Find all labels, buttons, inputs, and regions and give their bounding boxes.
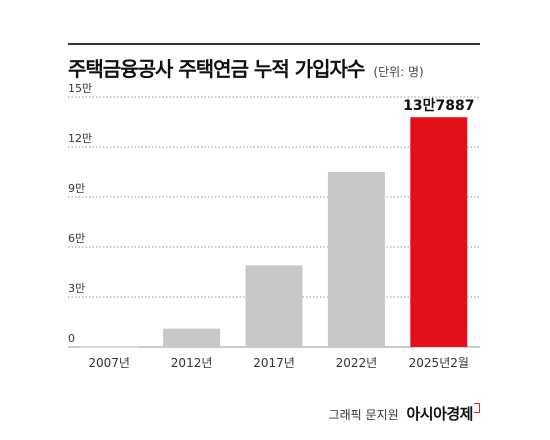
bar [245, 265, 303, 347]
x-tick-label: 2025년2월 [409, 356, 469, 370]
credit-line: 그래픽 문지원 아시아경제 [329, 403, 480, 424]
title-row: 주택금융공사 주택연금 누적 가입자수 (단위: 명) [68, 53, 424, 82]
y-tick-label: 3만 [68, 282, 85, 295]
bar [410, 117, 468, 348]
title-rule [68, 43, 480, 45]
brand-mark-icon [474, 403, 480, 413]
chart-title: 주택금융공사 주택연금 누적 가입자수 [68, 57, 365, 81]
y-tick-label: 12만 [68, 132, 92, 145]
y-tick-label: 0 [68, 332, 75, 345]
graphic-credit: 그래픽 문지원 [328, 408, 399, 422]
x-tick-label: 2017년 [253, 356, 295, 370]
y-tick-label: 6만 [68, 232, 85, 245]
bar [327, 172, 385, 347]
x-tick-label: 2022년 [336, 356, 378, 370]
y-tick-label: 15만 [68, 82, 92, 95]
bar [163, 328, 221, 347]
brand-logo: 아시아경제 [406, 405, 473, 423]
y-tick-label: 9만 [68, 182, 85, 195]
x-tick-label: 2012년 [171, 356, 213, 370]
bar [80, 346, 138, 348]
unit-label: (단위: 명) [373, 65, 424, 79]
x-tick-label: 2007년 [88, 356, 130, 370]
data-label: 13만7887 [403, 98, 474, 114]
